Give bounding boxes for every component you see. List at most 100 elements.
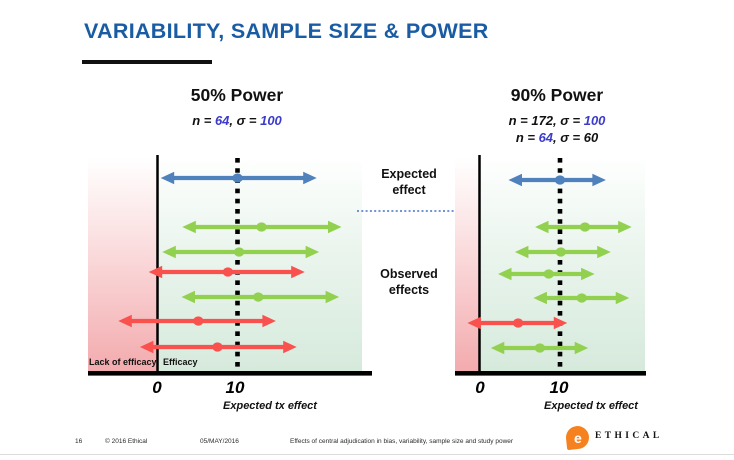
right-arrowhead-icon xyxy=(328,220,342,234)
left-lack-of-efficacy-zone xyxy=(88,158,158,371)
left-arrowhead-icon xyxy=(160,171,175,185)
right-axis-tick-10: 10 xyxy=(549,378,569,397)
right-arrowhead-icon xyxy=(283,340,297,354)
efficacy-label: Efficacy xyxy=(163,357,198,367)
lack-of-efficacy-label: Lack of efficacy xyxy=(89,357,157,367)
right-arrowhead-icon xyxy=(325,290,340,304)
right-panel-title: 90% Power xyxy=(510,85,604,105)
param-value-blue: 64 xyxy=(214,113,230,128)
observed-ci-arrow xyxy=(148,265,305,279)
left-arrowhead-icon xyxy=(490,341,505,355)
param-text: , σ = xyxy=(229,113,261,128)
right-axis-tick-0: 0 xyxy=(475,378,485,397)
right-arrowhead-icon xyxy=(581,267,595,281)
point-estimate-marker xyxy=(576,293,587,303)
observed-ci-arrow xyxy=(535,220,632,234)
footer-deck-title: Effects of central adjudication in bias,… xyxy=(290,438,514,445)
right-arrowhead-icon xyxy=(305,245,320,259)
param-text: 60 xyxy=(583,130,599,145)
right-x-axis-title: Expected tx effect xyxy=(544,400,638,412)
right-lack-of-efficacy-zone xyxy=(455,158,480,371)
right-x-axis xyxy=(455,371,646,376)
left-arrowhead-icon xyxy=(162,245,176,259)
right-arrowhead-icon xyxy=(553,316,568,330)
point-estimate-marker xyxy=(193,316,204,326)
point-estimate-marker xyxy=(253,292,264,302)
observed-ci-arrow xyxy=(162,245,320,259)
copyright: © 2016 Ethical xyxy=(105,438,148,445)
left-arrowhead-icon xyxy=(467,316,481,330)
left-arrowhead-icon xyxy=(498,267,512,281)
right-arrowhead-icon xyxy=(574,341,589,355)
expected-ci-arrow xyxy=(508,173,606,187)
observed-ci-arrow xyxy=(118,314,276,328)
point-estimate-marker xyxy=(579,222,591,232)
slide-title: VARIABILITY, SAMPLE SIZE & POWER xyxy=(84,19,489,43)
left-arrowhead-icon xyxy=(535,220,549,234)
point-estimate-marker xyxy=(232,173,243,183)
right-arrowhead-icon xyxy=(262,314,276,328)
point-estimate-marker xyxy=(233,247,245,257)
param-text: 172 xyxy=(531,113,554,128)
point-estimate-marker xyxy=(543,269,554,279)
param-text: , σ = xyxy=(553,113,584,128)
left-panel-params: n = 64, σ = 100 xyxy=(137,112,337,129)
observed-ci-arrow xyxy=(490,341,589,355)
left-x-axis-title: Expected tx effect xyxy=(223,400,317,412)
page-number: 16 xyxy=(75,438,83,445)
ethical-logo-text: ETHICAL xyxy=(595,431,663,441)
left-panel-title: 50% Power xyxy=(190,85,284,105)
left-x-axis xyxy=(88,371,372,376)
param-value-blue: 100 xyxy=(583,113,606,128)
sample-size-line: n = 64, σ = 100 xyxy=(137,112,337,129)
expected-effect-label: Expected effect xyxy=(381,167,437,197)
observed-ci-arrow xyxy=(467,316,568,330)
left-arrowhead-icon xyxy=(514,245,529,259)
point-estimate-marker xyxy=(554,175,566,185)
sample-size-line: n = 172, σ = 100 xyxy=(457,112,657,129)
title-underline xyxy=(82,60,212,64)
point-estimate-marker xyxy=(222,267,234,277)
left-arrowhead-icon xyxy=(148,265,163,279)
param-text: n = xyxy=(192,113,215,128)
observed-ci-arrow xyxy=(514,245,611,259)
observed-ci-arrow xyxy=(498,267,595,281)
left-arrowhead-icon xyxy=(182,220,196,234)
param-text: , σ = xyxy=(553,130,584,145)
point-estimate-marker xyxy=(555,247,567,257)
right-arrowhead-icon xyxy=(597,245,611,259)
left-arrowhead-icon xyxy=(181,290,195,304)
point-estimate-marker xyxy=(534,343,546,353)
footer-date: 05/MAY/2016 xyxy=(200,438,239,445)
right-arrowhead-icon xyxy=(291,265,305,279)
point-estimate-marker xyxy=(212,342,223,352)
left-axis-tick-0: 0 xyxy=(152,378,162,397)
ethical-logo-glyph: e xyxy=(573,429,582,446)
observed-effects-label: Observed effects xyxy=(380,267,438,297)
right-arrowhead-icon xyxy=(592,173,606,187)
left-efficacy-zone xyxy=(157,158,362,371)
right-panel-params: n = 172, σ = 100 n = 64, σ = 60 xyxy=(457,112,657,146)
sample-size-line: n = 64, σ = 60 xyxy=(457,129,657,146)
param-value-blue: 100 xyxy=(260,113,282,128)
left-arrowhead-icon xyxy=(139,340,154,354)
observed-ci-arrow xyxy=(181,290,340,304)
observed-ci-arrow xyxy=(182,220,342,234)
param-value-blue: 64 xyxy=(538,130,554,145)
observed-ci-arrow xyxy=(139,340,297,354)
right-arrowhead-icon xyxy=(303,171,317,185)
left-arrowhead-icon xyxy=(118,314,132,328)
right-arrowhead-icon xyxy=(615,291,630,305)
right-arrowhead-icon xyxy=(618,220,632,234)
expected-ci-arrow xyxy=(160,171,317,185)
bottom-divider xyxy=(0,454,734,455)
observed-ci-arrow xyxy=(533,291,630,305)
param-text: n = xyxy=(515,130,539,145)
left-axis-tick-10: 10 xyxy=(225,378,245,397)
left-arrowhead-icon xyxy=(508,173,522,187)
ci-arrows-layer xyxy=(118,171,632,355)
left-arrowhead-icon xyxy=(533,291,547,305)
point-estimate-marker xyxy=(256,222,267,232)
